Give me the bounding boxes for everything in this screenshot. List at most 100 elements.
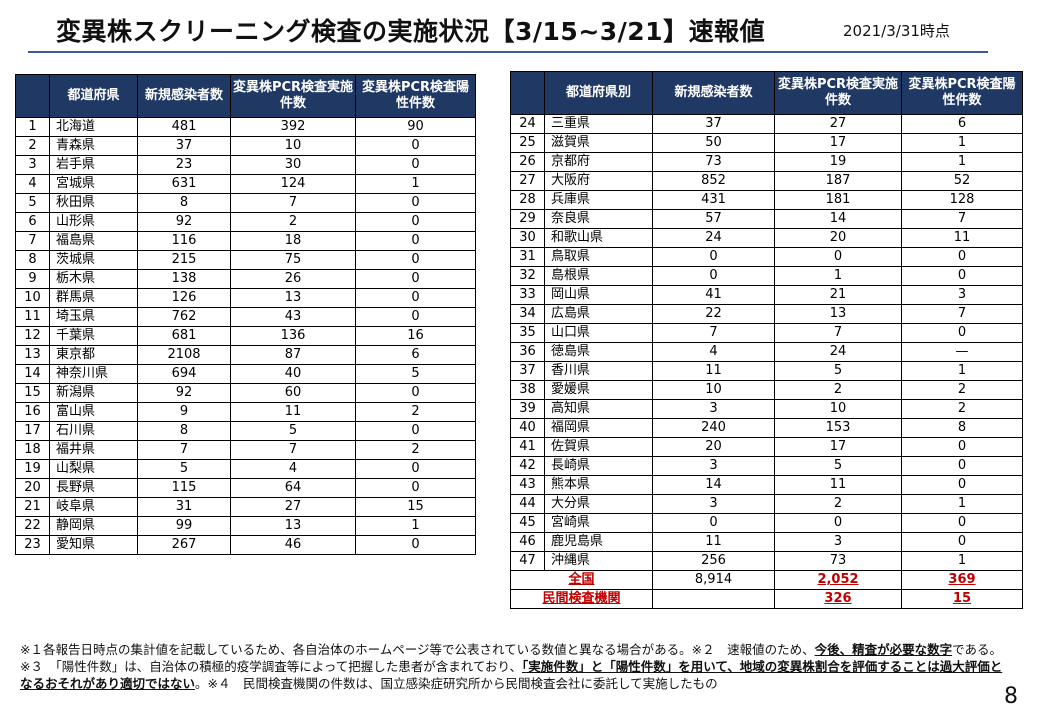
table-row: 31 鳥取県 0 0 0 xyxy=(510,247,1023,267)
pcr-positive: 0 xyxy=(901,266,1023,286)
pcr-positive: 0 xyxy=(355,459,476,479)
row-number: 20 xyxy=(15,478,50,498)
pcr-positive: 7 xyxy=(901,304,1023,324)
table-row: 16 富山県 9 11 2 xyxy=(15,402,476,422)
pcr-positive: 1 xyxy=(901,133,1023,153)
pcr-tests: 26 xyxy=(230,269,356,289)
new-cases: 23 xyxy=(137,155,231,175)
private-lab-pcr-tests: 326 xyxy=(774,589,902,609)
prefecture-name: 熊本県 xyxy=(544,475,653,495)
pcr-tests: 13 xyxy=(774,304,902,324)
row-number: 15 xyxy=(15,383,50,403)
header-pcr-tests: 変異株PCR検査実施件数 xyxy=(774,71,902,115)
pcr-tests: 5 xyxy=(774,456,902,476)
prefecture-name: 静岡県 xyxy=(49,516,138,536)
row-number: 41 xyxy=(510,437,545,457)
table-row: 33 岡山県 41 21 3 xyxy=(510,285,1023,305)
new-cases: 762 xyxy=(137,307,231,327)
pcr-tests: 136 xyxy=(230,326,356,346)
row-number: 23 xyxy=(15,535,50,555)
prefecture-name: 福岡県 xyxy=(544,418,653,438)
pcr-positive: 0 xyxy=(355,421,476,441)
pcr-positive: 0 xyxy=(355,288,476,308)
table-row: 41 佐賀県 20 17 0 xyxy=(510,437,1023,457)
prefecture-name: 山梨県 xyxy=(49,459,138,479)
prefecture-name: 東京都 xyxy=(49,345,138,365)
row-number: 4 xyxy=(15,174,50,194)
prefecture-name: 沖縄県 xyxy=(544,551,653,571)
row-number: 3 xyxy=(15,155,50,175)
new-cases: 2108 xyxy=(137,345,231,365)
pcr-tests: 13 xyxy=(230,516,356,536)
pcr-tests: 5 xyxy=(230,421,356,441)
new-cases: 92 xyxy=(137,212,231,232)
table-row: 11 埼玉県 762 43 0 xyxy=(15,307,476,327)
new-cases: 50 xyxy=(652,133,775,153)
prefecture-name: 群馬県 xyxy=(49,288,138,308)
pcr-positive: 8 xyxy=(901,418,1023,438)
row-number: 19 xyxy=(15,459,50,479)
pcr-tests: 64 xyxy=(230,478,356,498)
prefecture-name: 和歌山県 xyxy=(544,228,653,248)
pcr-tests: 10 xyxy=(774,399,902,419)
prefecture-name: 石川県 xyxy=(49,421,138,441)
report-date: 2021/3/31時点 xyxy=(843,22,950,40)
pcr-positive: 0 xyxy=(355,155,476,175)
header-prefecture: 都道府県 xyxy=(49,74,138,118)
pcr-tests: 5 xyxy=(774,361,902,381)
pcr-tests: 10 xyxy=(230,136,356,156)
pcr-positive: 0 xyxy=(901,456,1023,476)
pcr-tests: 4 xyxy=(230,459,356,479)
pcr-tests: 11 xyxy=(774,475,902,495)
footnote-emphasis-1: 今後、精査が必要な数字 xyxy=(814,642,953,657)
prefecture-name: 三重県 xyxy=(544,114,653,134)
private-lab-new-cases xyxy=(652,589,775,609)
pcr-tests: 87 xyxy=(230,345,356,365)
private-lab-pcr-positive: 15 xyxy=(901,589,1023,609)
new-cases: 0 xyxy=(652,513,775,533)
prefecture-name: 山口県 xyxy=(544,323,653,343)
row-number: 43 xyxy=(510,475,545,495)
new-cases: 116 xyxy=(137,231,231,251)
prefecture-name: 北海道 xyxy=(49,117,138,137)
pcr-positive: 0 xyxy=(355,535,476,555)
table-row: 42 長崎県 3 5 0 xyxy=(510,456,1023,476)
prefecture-name: 高知県 xyxy=(544,399,653,419)
pcr-positive: 52 xyxy=(901,171,1023,191)
table-row: 8 茨城県 215 75 0 xyxy=(15,250,476,270)
pcr-positive: 16 xyxy=(355,326,476,346)
new-cases: 0 xyxy=(652,266,775,286)
row-number: 24 xyxy=(510,114,545,134)
pcr-tests: 124 xyxy=(230,174,356,194)
new-cases: 11 xyxy=(652,361,775,381)
pcr-positive: 0 xyxy=(901,247,1023,267)
pcr-tests: 27 xyxy=(774,114,902,134)
prefecture-name: 鳥取県 xyxy=(544,247,653,267)
row-number: 10 xyxy=(15,288,50,308)
table-header-row: 都道府県 新規感染者数 変異株PCR検査実施件数 変異株PCR検査陽性件数 xyxy=(15,74,476,118)
new-cases: 73 xyxy=(652,152,775,172)
pcr-tests: 24 xyxy=(774,342,902,362)
prefecture-name: 長崎県 xyxy=(544,456,653,476)
pcr-positive: 0 xyxy=(355,193,476,213)
row-number: 21 xyxy=(15,497,50,517)
row-number: 33 xyxy=(510,285,545,305)
prefecture-name: 大阪府 xyxy=(544,171,653,191)
header-prefecture: 都道府県別 xyxy=(544,71,653,115)
prefecture-name: 香川県 xyxy=(544,361,653,381)
table-row: 23 愛知県 267 46 0 xyxy=(15,535,476,555)
new-cases: 852 xyxy=(652,171,775,191)
row-number: 35 xyxy=(510,323,545,343)
pcr-tests: 0 xyxy=(774,247,902,267)
new-cases: 8 xyxy=(137,421,231,441)
row-number: 44 xyxy=(510,494,545,514)
total-label: 全国 xyxy=(510,570,653,590)
table-row: 21 岐阜県 31 27 15 xyxy=(15,497,476,517)
table-row: 34 広島県 22 13 7 xyxy=(510,304,1023,324)
footnote-text-1: ※１各報告日時点の集計値を記載しているため、各自治体のホームページ等で公表されて… xyxy=(20,642,815,657)
prefecture-name: 岩手県 xyxy=(49,155,138,175)
new-cases: 138 xyxy=(137,269,231,289)
pcr-tests: 2 xyxy=(774,380,902,400)
pcr-positive: 0 xyxy=(355,212,476,232)
table-row: 5 秋田県 8 7 0 xyxy=(15,193,476,213)
